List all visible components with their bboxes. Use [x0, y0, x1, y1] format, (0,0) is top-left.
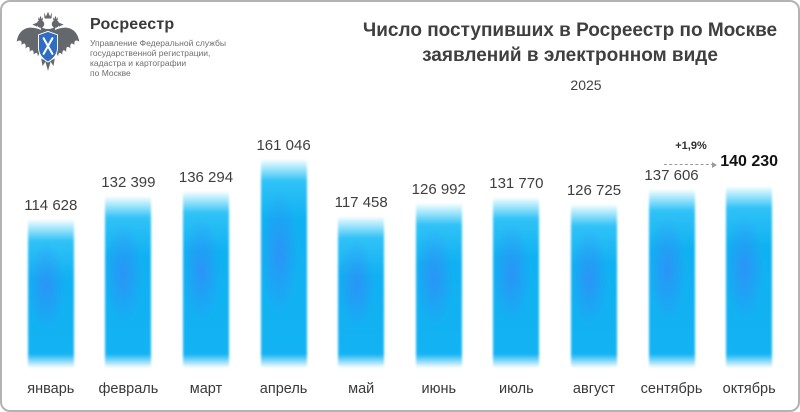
chart-column-2: 132 399 февраль: [90, 102, 168, 410]
x-axis-label-январь: январь: [27, 381, 75, 397]
bar-май: [338, 216, 385, 368]
chart-column-7: 131 770 июль: [478, 102, 556, 410]
bar-август: [570, 204, 617, 368]
bar-январь: [27, 219, 74, 368]
org-line: по Москве: [90, 68, 131, 78]
logo-text-block: Росреестр Управление Федеральной службы …: [90, 9, 226, 78]
bar-chart: 114 628 январь 132 399 февраль 136 294 март 16…: [12, 102, 788, 410]
x-axis-label-март: март: [189, 381, 223, 397]
chart-title-block: Число поступивших в Росреестр по Москве …: [352, 18, 788, 93]
chart-title-line2: заявлений в электронном виде: [422, 45, 718, 66]
bar-value-label: 140 230: [720, 153, 779, 170]
bar-value-label: 131 770: [489, 175, 544, 192]
chart-column-1: 114 628 январь: [12, 102, 90, 410]
org-line: кадастра и картографии: [90, 58, 187, 68]
x-axis-label-октябрь: октябрь: [722, 381, 776, 397]
x-axis-label-август: август: [572, 381, 615, 397]
growth-annotation-arrow-icon: [664, 161, 717, 168]
bar-value-label: 137 606: [644, 167, 699, 184]
bar-апрель: [260, 159, 307, 368]
growth-annotation-label: +1,9%: [675, 140, 707, 152]
bar-value-label: 161 046: [256, 137, 311, 154]
chart-column-10: 140 230 октябрь: [710, 102, 788, 410]
bar-июнь: [415, 203, 462, 368]
chart-column-4: 161 046 апрель: [245, 102, 323, 410]
bar-value-label: 117 458: [334, 194, 388, 211]
rosreestr-logo: Росреестр Управление Федеральной службы …: [14, 9, 226, 78]
brand-name: Росреестр: [90, 16, 175, 33]
bar-value-label: 136 294: [178, 169, 234, 186]
x-axis-label-июль: июль: [499, 381, 534, 397]
bar-март: [182, 191, 229, 368]
chart-column-9: 137 606 сентябрь: [633, 102, 711, 410]
chart-title-line1: Число поступивших в Росреестр по Москве: [362, 20, 778, 41]
bar-value-label: 126 992: [411, 181, 466, 198]
bar-февраль: [105, 196, 152, 368]
x-axis-label-февраль: февраль: [98, 381, 159, 397]
x-axis-label-май: май: [348, 381, 375, 397]
chart-column-5: 117 458 май: [322, 102, 400, 410]
bar-value-label: 126 725: [566, 182, 622, 199]
x-axis-label-апрель: апрель: [259, 381, 308, 397]
chart-column-6: 126 992 июнь: [400, 102, 478, 410]
bar-июль: [493, 197, 540, 368]
org-line: государственной регистрации,: [90, 48, 211, 58]
bar-value-label: 114 628: [24, 197, 78, 214]
rosreestr-double-eagle-icon: [16, 11, 80, 71]
chart-column-3: 136 294 март: [167, 102, 245, 410]
bar-октябрь: [726, 186, 773, 368]
bar-сентябрь: [648, 189, 695, 368]
chart-year-subtitle: 2025: [570, 77, 602, 93]
x-axis-label-сентябрь: сентябрь: [640, 381, 703, 397]
org-description: Управление Федеральной службы государств…: [90, 38, 226, 78]
org-line: Управление Федеральной службы: [90, 38, 226, 48]
bar-value-label: 132 399: [101, 174, 156, 191]
chart-column-8: 126 725 август: [555, 102, 633, 410]
x-axis-label-июнь: июнь: [421, 381, 457, 397]
